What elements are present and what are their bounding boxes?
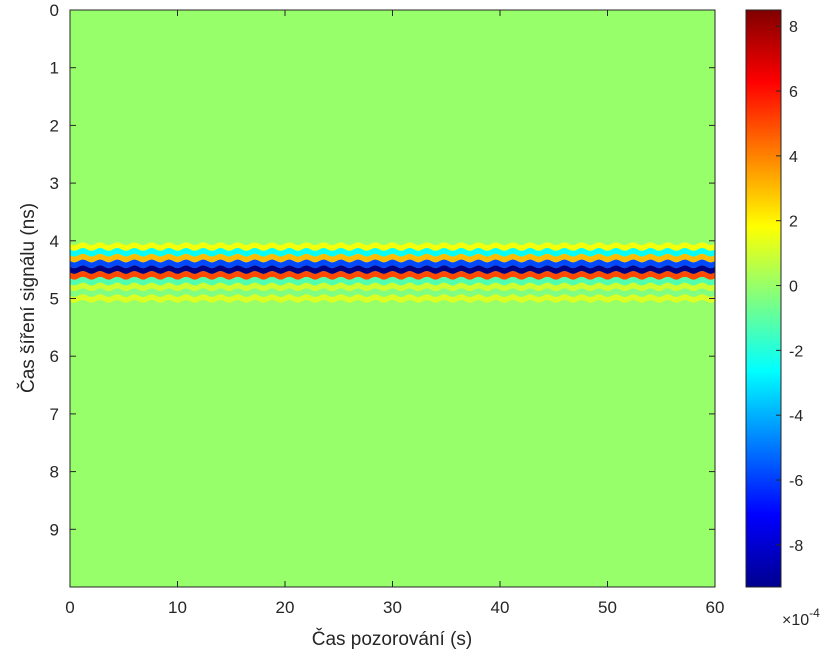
colorbar-tick-label: -4 <box>789 408 803 425</box>
x-axis: 0 10 20 30 40 50 60 <box>65 10 724 617</box>
band-stripe <box>70 242 715 251</box>
colorbar-tick-label: -8 <box>789 538 803 555</box>
band-stripe <box>70 271 715 280</box>
x-tick-label: 20 <box>276 598 295 617</box>
colorbar-ticks: 8 6 4 2 0 -2 -4 -6 -8 <box>776 19 803 555</box>
plot-area <box>69 9 716 588</box>
colorbar-tick-label: 2 <box>789 214 798 231</box>
y-tick-label: 1 <box>50 59 59 78</box>
band-stripe <box>70 248 715 257</box>
y-tick-label: 3 <box>50 174 59 193</box>
x-tick-label: 0 <box>65 598 74 617</box>
x-tick-label: 30 <box>383 598 402 617</box>
colorbar-gradient <box>745 9 782 588</box>
band-stripe <box>70 294 715 303</box>
colorbar-tick-label: 0 <box>789 279 798 296</box>
x-axis-label: Čas pozorování (s) <box>312 628 473 650</box>
x-tick-label: 50 <box>598 598 617 617</box>
y-tick-label: 9 <box>50 520 59 539</box>
band-stripe <box>70 259 715 269</box>
y-tick-label: 8 <box>50 463 59 482</box>
signal-band <box>70 242 715 303</box>
band-stripe <box>70 276 715 286</box>
band-stripe <box>70 265 715 274</box>
x-tick-label: 60 <box>706 598 725 617</box>
y-tick-label: 4 <box>50 232 59 251</box>
colorbar-tick-label: 4 <box>789 149 798 166</box>
colorbar-multiplier-base: ×10 <box>782 612 809 629</box>
y-tick-label: 7 <box>50 405 59 424</box>
y-axis-label: Čas šíření signálu (ns) <box>17 203 39 393</box>
band-stripe <box>70 253 715 263</box>
colorbar-tick-label: 8 <box>789 19 798 36</box>
band-stripe <box>70 282 715 292</box>
x-tick-label: 10 <box>168 598 187 617</box>
y-tick-label: 5 <box>50 290 59 309</box>
y-tick-label: 0 <box>50 1 59 20</box>
x-tick-label: 40 <box>491 598 510 617</box>
colorbar-tick-label: 6 <box>789 84 798 101</box>
band-stripe <box>70 288 715 298</box>
y-tick-label: 2 <box>50 116 59 135</box>
colorbar-tick-label: -6 <box>789 473 803 490</box>
colorbar-multiplier: ×10-4 <box>782 606 820 629</box>
colorbar-tick-label: -2 <box>789 343 803 360</box>
colorbar-exponent: -4 <box>809 606 820 620</box>
y-axis: 0 1 2 3 4 5 6 7 8 9 <box>50 1 715 539</box>
y-tick-label: 6 <box>50 347 59 366</box>
